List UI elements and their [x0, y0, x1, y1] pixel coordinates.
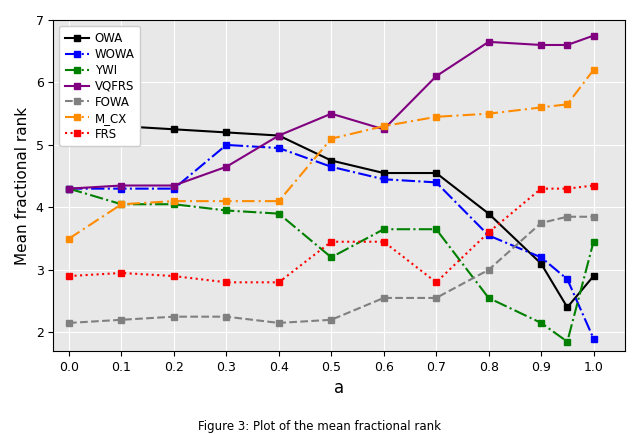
VQFRS [223, 164, 230, 169]
OWA [484, 211, 492, 216]
YWI [537, 320, 545, 326]
FOWA [65, 320, 73, 326]
FRS [484, 230, 492, 235]
FRS [537, 186, 545, 191]
FRS [589, 183, 597, 188]
WOWA [275, 145, 283, 151]
YWI [433, 227, 440, 232]
FOWA [589, 214, 597, 219]
M_CX [170, 198, 178, 204]
FRS [328, 239, 335, 244]
X-axis label: a: a [334, 379, 344, 397]
VQFRS [484, 39, 492, 44]
YWI [589, 239, 597, 244]
VQFRS [65, 186, 73, 191]
WOWA [537, 255, 545, 260]
FOWA [275, 320, 283, 326]
VQFRS [118, 183, 125, 188]
FRS [118, 270, 125, 276]
WOWA [328, 164, 335, 169]
FOWA [563, 214, 571, 219]
YWI [380, 227, 388, 232]
YWI [328, 255, 335, 260]
M_CX [433, 114, 440, 119]
YWI [223, 208, 230, 213]
FOWA [170, 314, 178, 319]
YWI [563, 339, 571, 344]
FOWA [118, 317, 125, 322]
FRS [275, 280, 283, 285]
Line: YWI: YWI [66, 186, 596, 345]
M_CX [328, 136, 335, 141]
FOWA [223, 314, 230, 319]
WOWA [563, 276, 571, 282]
OWA [223, 130, 230, 135]
FRS [65, 273, 73, 279]
FOWA [537, 220, 545, 226]
VQFRS [589, 33, 597, 38]
Line: M_CX: M_CX [66, 67, 596, 241]
M_CX [589, 67, 597, 72]
M_CX [537, 105, 545, 110]
Line: OWA: OWA [66, 123, 596, 310]
VQFRS [563, 43, 571, 48]
VQFRS [170, 183, 178, 188]
OWA [275, 133, 283, 138]
Line: FRS: FRS [66, 183, 596, 285]
Line: WOWA: WOWA [66, 142, 596, 341]
YWI [275, 211, 283, 216]
FRS [433, 280, 440, 285]
OWA [380, 171, 388, 176]
WOWA [380, 177, 388, 182]
OWA [563, 305, 571, 310]
WOWA [589, 336, 597, 341]
VQFRS [275, 133, 283, 138]
WOWA [65, 186, 73, 191]
FOWA [433, 295, 440, 300]
OWA [328, 158, 335, 163]
M_CX [380, 124, 388, 129]
WOWA [223, 142, 230, 148]
OWA [589, 273, 597, 279]
VQFRS [537, 43, 545, 48]
FRS [170, 273, 178, 279]
YWI [170, 202, 178, 207]
M_CX [563, 102, 571, 107]
M_CX [223, 198, 230, 204]
OWA [433, 171, 440, 176]
OWA [118, 124, 125, 129]
VQFRS [380, 127, 388, 132]
FOWA [380, 295, 388, 300]
YWI [484, 295, 492, 300]
FOWA [484, 267, 492, 273]
WOWA [433, 180, 440, 185]
WOWA [170, 186, 178, 191]
YWI [65, 186, 73, 191]
M_CX [65, 236, 73, 241]
FRS [223, 280, 230, 285]
M_CX [118, 202, 125, 207]
WOWA [484, 233, 492, 238]
VQFRS [328, 111, 335, 116]
M_CX [275, 198, 283, 204]
OWA [65, 124, 73, 129]
Line: FOWA: FOWA [66, 214, 596, 326]
M_CX [484, 111, 492, 116]
FOWA [328, 317, 335, 322]
FRS [563, 186, 571, 191]
Text: Figure 3: Plot of the mean fractional rank: Figure 3: Plot of the mean fractional ra… [198, 420, 442, 433]
YWI [118, 202, 125, 207]
FRS [380, 239, 388, 244]
WOWA [118, 186, 125, 191]
VQFRS [433, 74, 440, 79]
OWA [537, 261, 545, 266]
OWA [170, 127, 178, 132]
Legend: OWA, WOWA, YWI, VQFRS, FOWA, M_CX, FRS: OWA, WOWA, YWI, VQFRS, FOWA, M_CX, FRS [59, 26, 140, 146]
Line: VQFRS: VQFRS [66, 33, 596, 191]
Y-axis label: Mean fractional rank: Mean fractional rank [15, 106, 30, 265]
